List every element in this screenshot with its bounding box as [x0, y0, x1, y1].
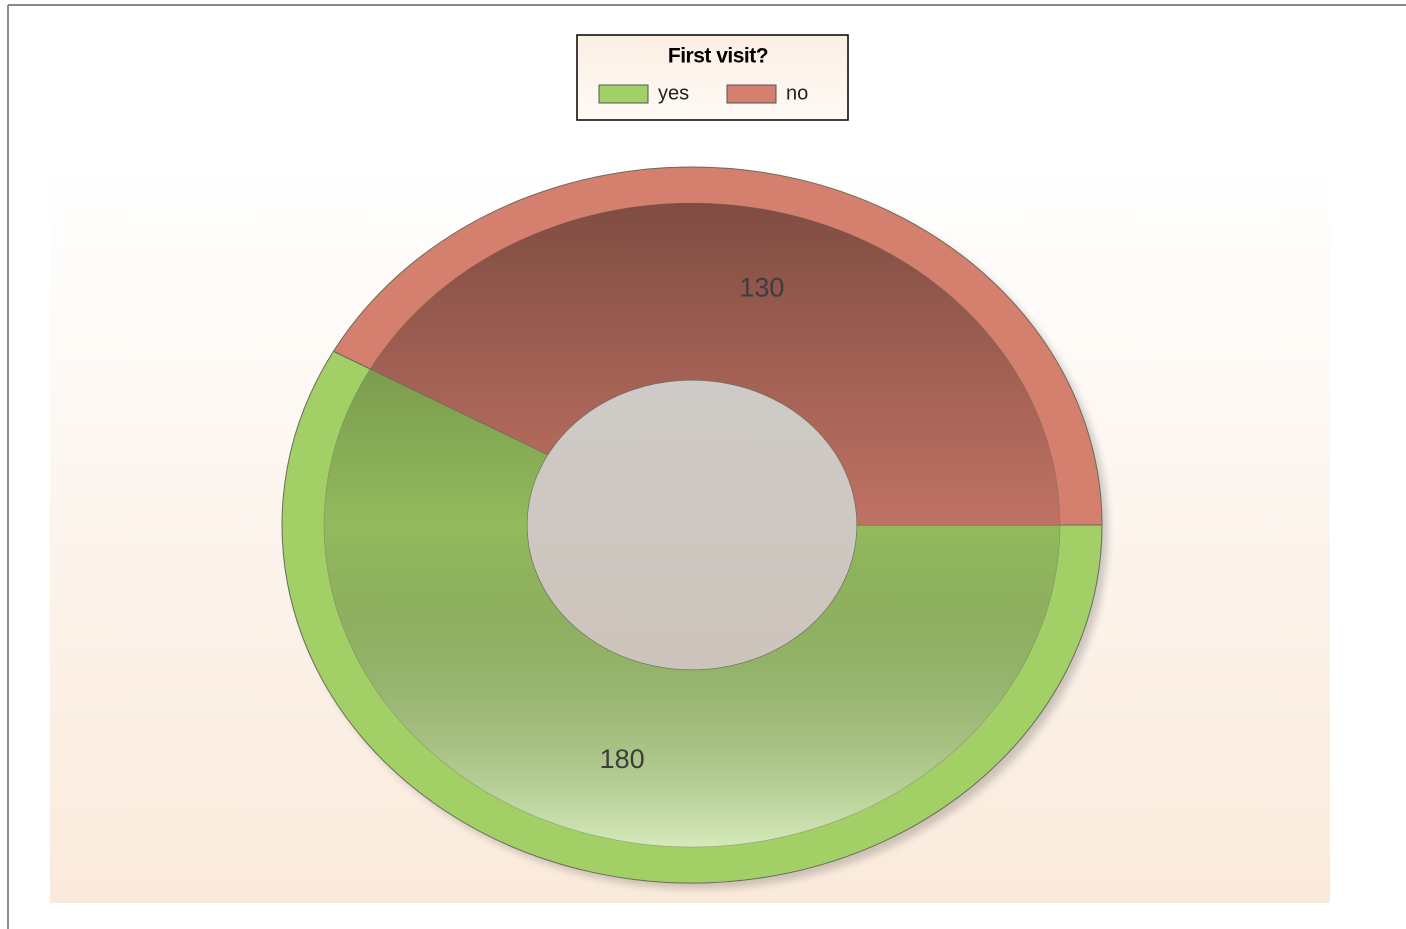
legend-label: yes [658, 82, 689, 104]
legend-label: no [786, 82, 808, 104]
slice-shade [323, 368, 1061, 848]
slice-shade [369, 202, 1061, 526]
data-label: 180 [600, 744, 645, 774]
data-label: 130 [739, 272, 784, 302]
slice [281, 350, 1103, 884]
legend: First visit? yes no [576, 34, 849, 121]
slice [332, 166, 1103, 526]
legend-box [576, 34, 849, 121]
legend-swatch [598, 84, 649, 104]
legend-swatch [726, 84, 777, 104]
legend-title: First visit? [668, 45, 768, 68]
